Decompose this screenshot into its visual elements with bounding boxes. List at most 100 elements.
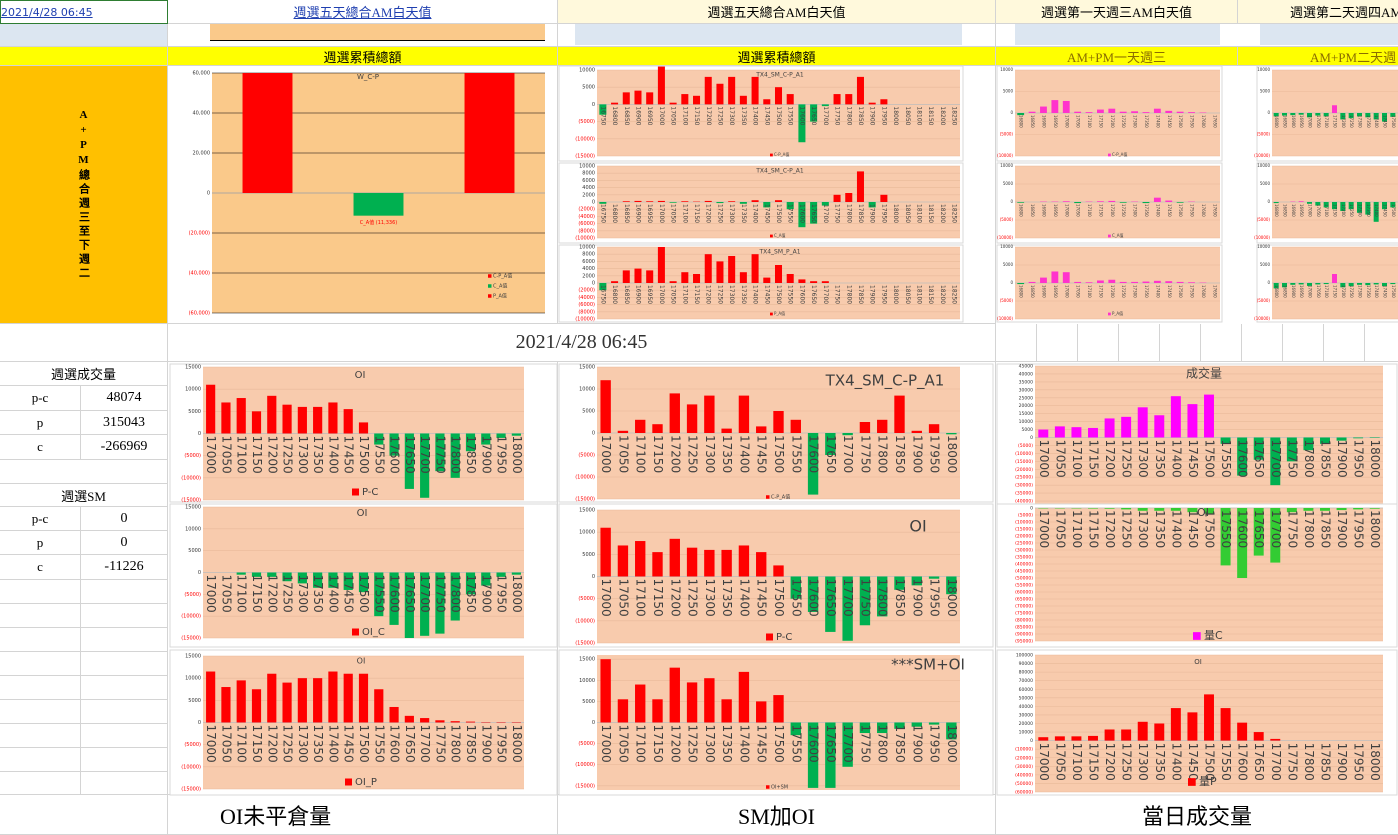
bar xyxy=(389,433,399,456)
bar xyxy=(611,281,619,283)
bar xyxy=(634,200,642,202)
x-tick-label: 17400 xyxy=(1169,743,1183,781)
chart-title: TX4_SM_C-P_A1 xyxy=(825,372,945,391)
x-tick-label: 17150 xyxy=(651,725,665,763)
x-tick-label: 17350 xyxy=(1366,204,1371,217)
bar xyxy=(1273,283,1279,289)
bar xyxy=(894,395,905,433)
bar xyxy=(646,270,654,283)
bar xyxy=(404,572,414,638)
bar xyxy=(1165,200,1173,202)
x-tick-label: 17550 xyxy=(1190,204,1195,217)
cell xyxy=(558,66,996,324)
y-tick-label: 35000 xyxy=(1019,379,1033,385)
bar xyxy=(1220,708,1231,741)
bar xyxy=(496,572,506,577)
x-tick-label: 16900 xyxy=(1041,285,1046,298)
bar xyxy=(652,552,663,577)
cell: A+PM總合週三至下週二 xyxy=(0,66,168,324)
x-tick-label: 17900 xyxy=(479,436,493,474)
bar xyxy=(1131,281,1138,283)
x-tick-label: 17500 xyxy=(1391,204,1396,217)
x-tick-label: 17700 xyxy=(822,106,829,125)
bar xyxy=(1390,202,1396,208)
x-tick-label: 17600 xyxy=(798,106,805,125)
bar xyxy=(267,395,277,434)
legend-label: OI+SM xyxy=(771,785,788,791)
cell: 48074 xyxy=(81,386,168,411)
link[interactable]: 2021/4/28 06:45 xyxy=(1,5,93,19)
y-tick-label: 5000 xyxy=(1260,89,1271,94)
x-tick-label: 17300 xyxy=(703,725,717,763)
x-tick-label: 17200 xyxy=(705,285,712,304)
y-tick-label: 5000 xyxy=(1003,262,1014,267)
y-tick-label: 20000 xyxy=(1019,403,1033,409)
legend-label: 量P xyxy=(1199,775,1217,788)
bar xyxy=(1382,283,1387,287)
x-tick-label: 17850 xyxy=(893,725,907,763)
y-tick-label: 5000 xyxy=(1260,181,1271,186)
bar xyxy=(1323,283,1329,285)
cell: p xyxy=(0,411,81,435)
x-tick-label: 17600 xyxy=(1236,440,1250,478)
x-tick-label: 16950 xyxy=(646,285,653,304)
x-tick-label: 17350 xyxy=(740,106,747,125)
x-tick-label: 17950 xyxy=(928,725,942,763)
bar xyxy=(807,722,819,788)
bar xyxy=(282,404,292,434)
x-tick-label: 16850 xyxy=(1283,204,1288,217)
x-tick-label: 17800 xyxy=(1302,743,1316,781)
x-tick-label: 17400 xyxy=(737,435,751,473)
y-tick-label: 2000 xyxy=(582,273,595,279)
bar xyxy=(825,433,836,455)
x-tick-label: 17400 xyxy=(752,204,759,223)
chart-title: OI xyxy=(1194,658,1202,666)
bar xyxy=(1051,271,1059,283)
link[interactable]: 週選五天總合AM白天值 xyxy=(293,5,432,20)
legend-label: C_A值 xyxy=(1112,232,1124,238)
bar xyxy=(1253,508,1264,556)
x-tick-label: 17100 xyxy=(235,436,249,474)
x-tick-label: 17550 xyxy=(372,725,386,763)
cell xyxy=(0,460,168,484)
bar xyxy=(807,433,819,495)
y-tick-label: (15000) xyxy=(575,154,595,160)
y-tick-label: 15000 xyxy=(579,365,595,371)
x-tick-label: 17450 xyxy=(1383,115,1388,128)
y-tick-label: 15000 xyxy=(185,365,201,371)
bar xyxy=(686,404,698,433)
x-tick-label: 17600 xyxy=(388,575,402,613)
x-tick-label: 17500 xyxy=(1391,115,1396,128)
y-tick-label: 25000 xyxy=(1019,395,1033,401)
bar xyxy=(1282,113,1287,116)
bar xyxy=(343,572,353,590)
x-tick-label: 17000 xyxy=(204,436,218,474)
bar xyxy=(1320,508,1330,511)
cell: p-c xyxy=(0,507,81,531)
y-tick-label: (10000) xyxy=(1254,316,1270,321)
x-tick-label: 17000 xyxy=(658,204,665,223)
bar xyxy=(1119,111,1127,113)
x-tick-label: 17950 xyxy=(495,575,509,613)
x-tick-label: 16900 xyxy=(1041,204,1046,217)
x-tick-label: 17450 xyxy=(1186,510,1200,548)
bar xyxy=(617,545,629,577)
x-tick-label: 17800 xyxy=(449,725,463,763)
x-tick-label: 16800 xyxy=(1274,115,1279,128)
x-tick-label: 17550 xyxy=(787,106,794,125)
bar xyxy=(842,433,853,436)
y-tick-label: (8000) xyxy=(578,309,595,315)
bar xyxy=(859,722,871,734)
x-tick-label: 17500 xyxy=(1203,440,1217,478)
y-tick-label: (20000) xyxy=(1015,534,1033,540)
y-tick-label: 10000 xyxy=(579,387,595,393)
x-tick-label: 17050 xyxy=(616,579,630,617)
x-tick-label: 17800 xyxy=(845,204,852,223)
bar xyxy=(790,576,801,599)
x-tick-label: 17300 xyxy=(1136,743,1150,781)
bar xyxy=(1188,282,1195,283)
x-tick-label: 17850 xyxy=(857,204,864,223)
legend-label: P_A值 xyxy=(1112,310,1123,316)
y-tick-label: 0 xyxy=(1267,110,1270,115)
bar xyxy=(1298,201,1304,202)
